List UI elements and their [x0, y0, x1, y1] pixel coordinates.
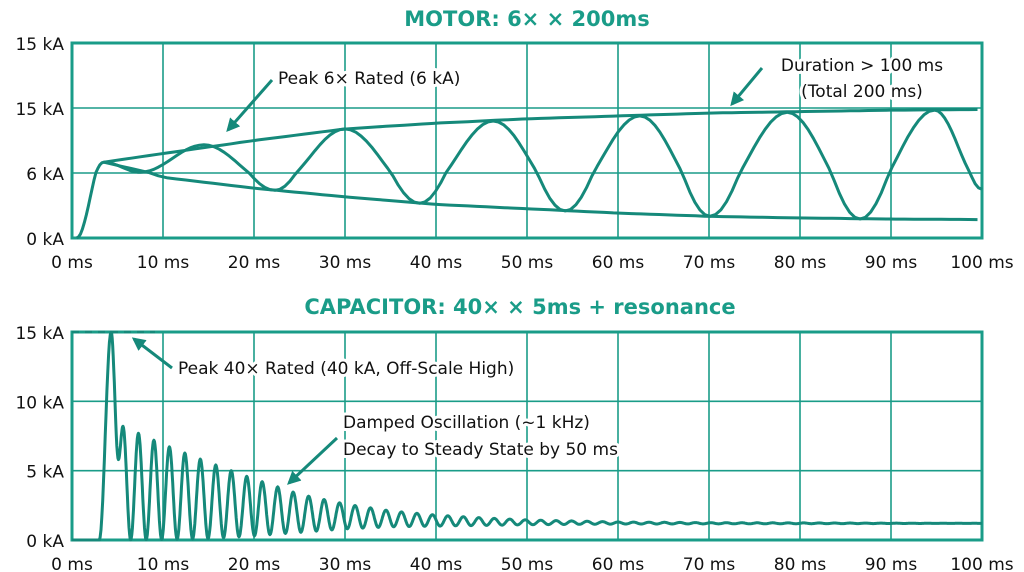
x-tick-label: 70 ms	[683, 555, 736, 572]
x-tick-label: 20 ms	[228, 555, 281, 572]
y-tick-label: 0 kA	[26, 230, 64, 250]
motor-duration-annotation-2: (Total 200 ms)	[801, 82, 923, 102]
motor-curves	[75, 108, 983, 240]
y-tick-label: 6 kA	[26, 165, 64, 185]
x-tick-label: 90 ms	[865, 253, 918, 273]
duration-arrow	[730, 67, 764, 107]
plot-frame	[70, 330, 984, 542]
capacitor-chart-title: CAPACITOR: 40× × 5ms + resonance	[304, 295, 735, 319]
x-tick-label: 10 ms	[137, 253, 190, 273]
capacitor-curves	[72, 330, 984, 542]
x-tick-label: 0 ms	[51, 555, 93, 572]
plot-frame	[70, 41, 984, 240]
capacitor-grid: 0 ms 10 ms 20 ms 30 ms 40 ms 50 ms 60 ms 70 ms 8…	[15, 324, 1013, 572]
x-tick-label: 80 ms	[774, 555, 827, 572]
x-tick-label: 50 ms	[501, 555, 554, 572]
x-tick-label: 30 ms	[319, 253, 372, 273]
motor-current-line	[75, 108, 983, 240]
capacitor-damped-annotation: Damped Oscillation (~1 kHz)	[343, 413, 590, 433]
x-tick-label: 90 ms	[865, 555, 918, 572]
motor-grid: 0 ms 10 ms 20 ms 30 ms 40 ms 50 ms 60 ms 70 ms 8…	[15, 35, 1013, 273]
upper-envelope-line	[103, 108, 978, 164]
capacitor-chart: CAPACITOR: 40× × 5ms + resonance 0 ms 10 …	[15, 295, 1013, 572]
x-tick-label: 60 ms	[592, 555, 645, 572]
x-tick-label: 60 ms	[592, 253, 645, 273]
x-tick-label: 20 ms	[228, 253, 281, 273]
x-tick-label: 70 ms	[683, 253, 736, 273]
y-tick-label: 15 kA	[15, 100, 64, 120]
x-tick-label: 50 ms	[501, 253, 554, 273]
x-tick-label: 30 ms	[319, 555, 372, 572]
y-tick-label: 5 kA	[26, 463, 64, 483]
peak-arrow	[226, 79, 274, 133]
y-tick-label: 10 kA	[15, 393, 64, 413]
x-tick-label: 100 ms	[950, 555, 1013, 572]
x-tick-label: 100 ms	[950, 253, 1013, 273]
y-tick-label: 15 kA	[15, 324, 64, 344]
y-tick-label: 0 kA	[26, 532, 64, 552]
motor-chart-title: MOTOR: 6× × 200ms	[404, 7, 649, 31]
x-tick-label: 40 ms	[410, 253, 463, 273]
y-tick-label: 15 kA	[15, 35, 64, 55]
capacitor-peak-annotation: Peak 40× Rated (40 kA, Off-Scale High)	[178, 359, 514, 379]
motor-peak-annotation: Peak 6× Rated (6 kA)	[278, 69, 460, 89]
x-tick-label: 10 ms	[137, 555, 190, 572]
capacitor-current-line	[72, 330, 984, 542]
x-tick-label: 40 ms	[410, 555, 463, 572]
capacitor-peak-arrow	[131, 337, 173, 370]
x-tick-label: 0 ms	[51, 253, 93, 273]
x-tick-label: 80 ms	[774, 253, 827, 273]
motor-duration-annotation: Duration > 100 ms	[781, 56, 943, 76]
motor-chart: MOTOR: 6× × 200ms 0 ms 10 ms 20 ms 30 ms 40 …	[15, 7, 1013, 273]
lower-envelope-line	[103, 160, 978, 222]
capacitor-damped-annotation-2: Decay to Steady State by 50 ms	[343, 440, 618, 460]
damped-arrow	[287, 436, 339, 485]
